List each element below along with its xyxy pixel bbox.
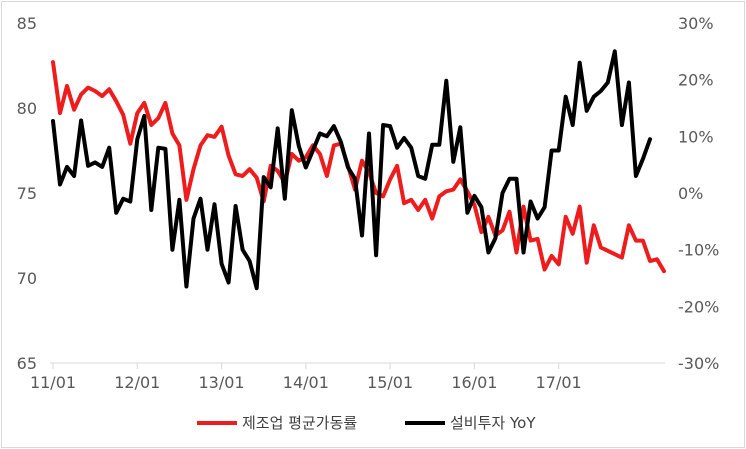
- right-axis-tick-labels: -30% -20% -10% 0% 10% 20% 30%: [678, 14, 719, 373]
- series-line-1: [51, 60, 666, 274]
- legend-label-series-2: 설비투자 YoY: [450, 414, 536, 432]
- left-axis-tick-labels: 65 70 75 80 85: [17, 14, 37, 373]
- right-tick-label: 10%: [678, 127, 714, 146]
- x-tick-label: 17/01: [536, 373, 582, 392]
- left-tick-label: 65: [17, 354, 37, 373]
- x-axis-tick-labels: 11/01 12/01 13/01 14/01 15/01 16/01 17/01: [30, 373, 582, 392]
- x-tick-label: 13/01: [198, 373, 244, 392]
- series-line-2: [51, 49, 652, 291]
- x-tick-label: 11/01: [30, 373, 76, 392]
- legend-label-series-1: 제조업 평균가동률: [242, 414, 357, 432]
- right-tick-label: 30%: [678, 14, 714, 33]
- series-layer: [51, 49, 666, 291]
- left-tick-label: 75: [17, 184, 37, 203]
- right-tick-label: 20%: [678, 71, 714, 90]
- left-tick-label: 85: [17, 14, 37, 33]
- legend: 제조업 평균가동률 설비투자 YoY: [197, 414, 536, 432]
- right-tick-label: -20%: [678, 297, 719, 316]
- left-tick-label: 80: [17, 99, 37, 118]
- right-tick-label: 0%: [678, 184, 703, 203]
- left-tick-label: 70: [17, 269, 37, 288]
- x-tick-label: 16/01: [451, 373, 497, 392]
- right-tick-label: -10%: [678, 241, 719, 260]
- right-tick-label: -30%: [678, 354, 719, 373]
- x-tick-label: 15/01: [367, 373, 413, 392]
- x-tick-marks: [52, 363, 560, 369]
- x-tick-label: 12/01: [114, 373, 160, 392]
- x-tick-label: 14/01: [283, 373, 329, 392]
